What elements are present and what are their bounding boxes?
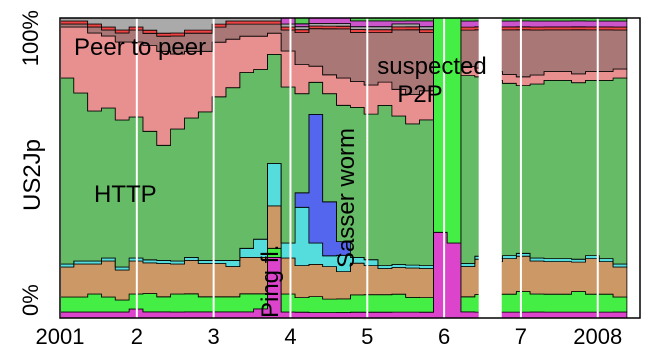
x-tick-2005: 5 — [361, 324, 373, 349]
y-tick-bottom: 0% — [18, 284, 43, 316]
data-gap-0 — [478, 18, 502, 318]
plot-frame — [59, 17, 641, 319]
x-tick-2008: 2008 — [573, 324, 622, 349]
annotation-http: HTTP — [94, 181, 157, 208]
x-tick-2003: 3 — [208, 324, 220, 349]
x-tick-2007: 7 — [515, 324, 527, 349]
x-tick-labels: 2001 2 3 4 5 6 7 2008 — [36, 324, 623, 349]
annotation-ping-flood: Ping fl. — [257, 245, 284, 318]
x-tick-2002: 2 — [131, 324, 143, 349]
x-tick-2001: 2001 — [36, 324, 85, 349]
y-tick-top: 100% — [18, 10, 43, 66]
annotation-suspected: suspected — [377, 53, 486, 80]
annotation-p2p: P2P — [397, 81, 442, 108]
x-tick-2006: 6 — [438, 324, 450, 349]
data-gap-layer — [478, 18, 502, 318]
annotation-sasser-worm: Sasser worm — [333, 128, 360, 268]
annotation-peer-to-peer: Peer to peer — [74, 34, 206, 61]
y-axis-label: US2Jp — [19, 139, 46, 211]
x-tick-2004: 4 — [284, 324, 296, 349]
